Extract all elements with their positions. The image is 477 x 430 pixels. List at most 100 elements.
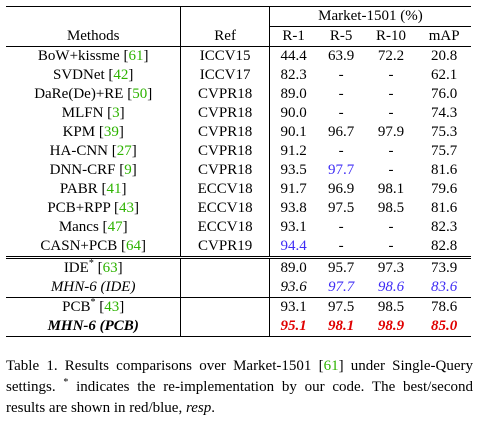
dataset-header: Market-1501 (%)	[268, 6, 471, 27]
ref-cell: ICCV17	[180, 66, 270, 85]
r5-cell: -	[338, 105, 344, 121]
map-cell: 75.7	[431, 143, 458, 159]
method-cell: IDE* [63]	[6, 256, 181, 278]
r1-cell: 90.0	[268, 104, 318, 123]
map-cell: 73.9	[417, 256, 471, 278]
map-cell: 75.3	[431, 124, 458, 140]
map-cell-second-best: 83.6	[431, 279, 458, 295]
citation: 39	[103, 124, 119, 140]
r10-cell: -	[388, 238, 394, 254]
table-row: PABR [41] ECCV18 91.7 96.9 98.1 79.6	[6, 180, 471, 199]
table-row: SVDNet [42] ICCV17 82.3 - - 62.1	[6, 66, 471, 85]
r1-cell-best: 95.1	[268, 317, 318, 337]
table-row: Mancs [47] ECCV18 93.1 - - 82.3	[6, 218, 471, 237]
col-r10: R-10	[376, 28, 406, 44]
r10-cell: 72.2	[364, 46, 418, 66]
method-cell: MHN-6 (IDE)	[50, 279, 136, 295]
r5-cell: 96.7	[327, 124, 355, 140]
table-row-mhn-pcb: MHN-6 (PCB) 95.1 98.1 98.9 85.0	[6, 317, 471, 337]
method-cell: Mancs [47]	[58, 219, 128, 235]
map-cell: 20.8	[417, 46, 471, 66]
results-table: Market-1501 (%) Methods Ref R-1 R-5 R-10…	[6, 6, 471, 337]
table-row: CASN+PCB [64] CVPR19 94.4 - - 82.8	[6, 237, 471, 258]
r1-cell: 89.0	[268, 85, 318, 104]
r10-cell: -	[388, 67, 394, 83]
table-row-mhn-ide: MHN-6 (IDE) 93.6 97.7 98.6 83.6	[6, 278, 471, 298]
citation: 43	[104, 299, 120, 315]
r10-cell: -	[388, 86, 394, 102]
method-cell: MHN-6 (PCB)	[6, 317, 181, 337]
r1-cell: 44.4	[268, 46, 318, 66]
method-cell: DNN-CRF [9]	[49, 162, 137, 178]
r10-cell: -	[388, 143, 394, 159]
map-cell: 78.6	[417, 297, 471, 317]
ref-cell: ICCV15	[180, 46, 270, 66]
r5-cell-best: 98.1	[317, 317, 365, 337]
method-cell: HA-CNN [27]	[49, 143, 137, 159]
ref-cell: ECCV18	[180, 180, 270, 199]
r5-cell: -	[338, 86, 344, 102]
r1-cell: 89.0	[268, 256, 318, 278]
table-row: KPM [39] CVPR18 90.1 96.7 97.9 75.3	[6, 123, 471, 142]
r5-cell: -	[338, 219, 344, 235]
col-r5: R-5	[329, 28, 353, 44]
ref-cell: CVPR18	[180, 161, 270, 180]
citation: 41	[106, 181, 122, 197]
citation: 61	[128, 48, 144, 64]
citation: 27	[116, 143, 132, 159]
r5-cell: 97.5	[327, 200, 355, 216]
table-row-pcb: PCB* [43] 93.1 97.5 98.5 78.6	[6, 297, 471, 317]
r10-cell-second-best: 98.6	[377, 279, 405, 295]
table-row: DaRe(De)+RE [50] CVPR18 89.0 - - 76.0	[6, 85, 471, 104]
r1-cell: 93.5	[268, 161, 318, 180]
map-cell: 81.6	[431, 162, 458, 178]
r10-cell: 98.5	[377, 200, 405, 216]
r5-cell-second-best: 97.7	[327, 162, 355, 178]
method-cell: PCB* [43]	[6, 297, 181, 317]
r1-cell: 82.3	[268, 66, 318, 85]
r10-cell: 97.9	[377, 124, 405, 140]
ref-cell: CVPR19	[180, 237, 270, 258]
r10-cell: -	[388, 105, 394, 121]
citation: 63	[102, 260, 118, 276]
table-caption: Table 1. Results comparisons over Market…	[6, 358, 473, 416]
ref-cell: CVPR18	[180, 123, 270, 142]
map-cell: 76.0	[431, 86, 458, 102]
r10-cell-best: 98.9	[364, 317, 418, 337]
col-methods: Methods	[66, 27, 120, 44]
citation: 43	[119, 200, 135, 216]
r1-cell: 91.2	[268, 142, 318, 161]
r5-cell: 97.5	[317, 297, 365, 317]
method-cell: BoW+kissme [61]	[6, 46, 181, 66]
col-ref: Ref	[180, 26, 270, 47]
dataset-header-row: Market-1501 (%)	[6, 6, 471, 27]
map-cell: 82.8	[431, 238, 458, 254]
col-r1: R-1	[268, 26, 318, 47]
citation: 61	[323, 358, 339, 374]
ref-cell: ECCV18	[180, 199, 270, 218]
r5-cell: 96.9	[327, 181, 355, 197]
r10-cell: -	[388, 162, 394, 178]
r1-cell: 91.7	[268, 180, 318, 199]
table-row: PCB+RPP [43] ECCV18 93.8 97.5 98.5 81.6	[6, 199, 471, 218]
citation: 50	[132, 86, 148, 102]
table-row: MLFN [3] CVPR18 90.0 - - 74.3	[6, 104, 471, 123]
r10-cell: 97.3	[364, 256, 418, 278]
method-cell: CASN+PCB [64]	[40, 238, 146, 254]
map-cell-best: 85.0	[417, 317, 471, 337]
r5-cell: -	[338, 143, 344, 159]
r5-cell: 95.7	[317, 256, 365, 278]
citation: 42	[113, 67, 129, 83]
r5-cell: -	[338, 238, 344, 254]
map-cell: 79.6	[431, 181, 458, 197]
map-cell: 62.1	[431, 67, 458, 83]
r5-cell: 63.9	[317, 46, 365, 66]
table-row: HA-CNN [27] CVPR18 91.2 - - 75.7	[6, 142, 471, 161]
ref-cell: CVPR18	[180, 104, 270, 123]
r1-cell: 93.1	[268, 218, 318, 237]
table-row: BoW+kissme [61] ICCV15 44.4 63.9 72.2 20…	[6, 46, 471, 66]
r10-cell: -	[388, 219, 394, 235]
method-cell: PABR [41]	[59, 181, 127, 197]
ref-cell: ECCV18	[180, 218, 270, 237]
